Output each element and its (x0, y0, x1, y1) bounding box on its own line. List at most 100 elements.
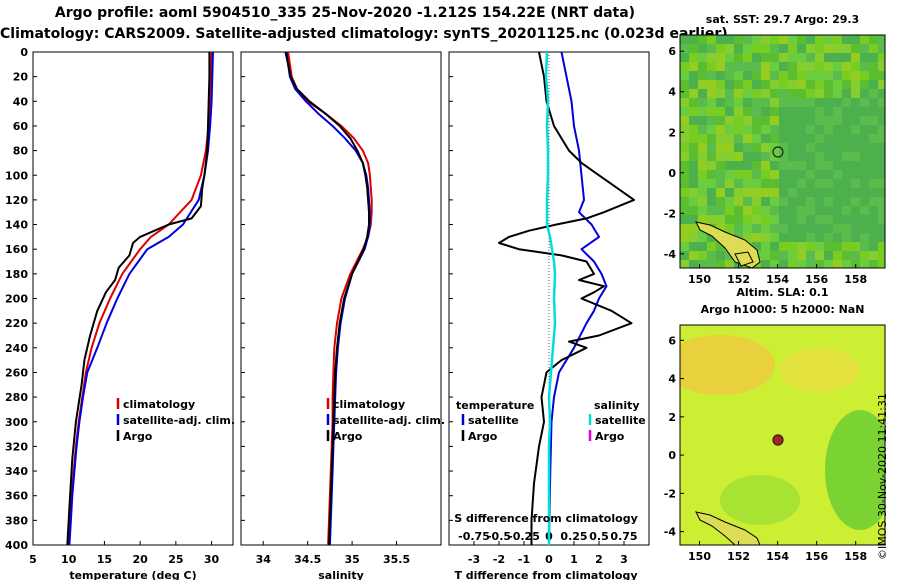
depth-tick-label: 100 (5, 169, 28, 182)
sst-cell (707, 71, 716, 80)
sla-map-title-line-2: Argo h1000: 5 h2000: NaN (700, 303, 865, 316)
sst-cell (716, 44, 725, 53)
sst-cell (815, 71, 824, 80)
sst-cell (761, 143, 770, 152)
sst-cell (869, 197, 878, 206)
sst-cell (707, 242, 716, 251)
sst-cell (689, 80, 698, 89)
sst-cell (698, 44, 707, 53)
sst-cell (824, 206, 833, 215)
sst-cell (851, 107, 860, 116)
sst-cell (779, 233, 788, 242)
depth-tick-label: 400 (5, 539, 28, 552)
sst-cell (770, 206, 779, 215)
sst-cell (851, 197, 860, 206)
sst-cell (707, 161, 716, 170)
s-difference-axis-label: S difference from climatology (454, 512, 638, 525)
sst-cell (869, 215, 878, 224)
sst-cell (734, 197, 743, 206)
sst-cell (860, 143, 869, 152)
sst-cell (707, 215, 716, 224)
sst-cell (680, 116, 689, 125)
sst-cell (851, 143, 860, 152)
sst-cell (761, 116, 770, 125)
sst-cell (770, 260, 779, 268)
sst-cell (725, 251, 734, 260)
sst-cell (752, 44, 761, 53)
sst-cell (815, 134, 824, 143)
sst-cell (788, 89, 797, 98)
sst-cell (869, 107, 878, 116)
s-diff-tick-label: -0.25 (508, 530, 540, 543)
sst-cell (797, 161, 806, 170)
sst-map-title: sat. SST: 29.7 Argo: 29.3 (705, 13, 860, 26)
sst-cell (725, 98, 734, 107)
sst-cell (788, 179, 797, 188)
sst-cell (779, 251, 788, 260)
sst-cell (680, 143, 689, 152)
sst-cell (716, 143, 725, 152)
sst-cell (743, 197, 752, 206)
sst-cell (797, 170, 806, 179)
sst-cell (770, 179, 779, 188)
sst-cell (833, 107, 842, 116)
x-tick-label: 35.5 (383, 553, 410, 566)
x-tick-label: 2 (595, 553, 603, 566)
map-lat-label: 0 (668, 449, 676, 462)
sst-cell (806, 125, 815, 134)
x-tick-label: -2 (493, 553, 505, 566)
sst-cell (842, 161, 851, 170)
sst-cell (689, 116, 698, 125)
map-lon-label: 150 (688, 550, 711, 563)
sst-cell (698, 125, 707, 134)
sst-cell (842, 179, 851, 188)
sst-cell (851, 125, 860, 134)
sst-cell (716, 116, 725, 125)
sst-cell (707, 188, 716, 197)
sst-cell (680, 152, 689, 161)
sst-cell (824, 80, 833, 89)
sst-cell (761, 134, 770, 143)
sst-cell (752, 206, 761, 215)
sst-cell (860, 233, 869, 242)
map-lat-label: 2 (668, 126, 676, 139)
depth-tick-label: 320 (5, 440, 28, 453)
sla-high-anomaly (680, 335, 775, 395)
depth-tick-label: 20 (13, 71, 29, 84)
sst-cell (797, 107, 806, 116)
sst-cell (743, 152, 752, 161)
sst-cell (752, 233, 761, 242)
sst-cell (851, 35, 860, 44)
sst-cell (716, 89, 725, 98)
sst-cell (878, 170, 885, 179)
sst-cell (815, 179, 824, 188)
sst-cell (779, 80, 788, 89)
depth-tick-label: 140 (5, 219, 28, 232)
sst-cell (761, 197, 770, 206)
sst-cell (797, 71, 806, 80)
series-line-s-satellite (544, 52, 557, 545)
sst-cell (770, 242, 779, 251)
sst-cell (743, 35, 752, 44)
sst-cell (734, 215, 743, 224)
sst-cell (833, 62, 842, 71)
sst-cell (851, 179, 860, 188)
sst-cell (734, 161, 743, 170)
sst-cell (842, 233, 851, 242)
sst-cell (815, 53, 824, 62)
sst-cell (851, 161, 860, 170)
sst-cell (860, 224, 869, 233)
sst-cell (842, 197, 851, 206)
sst-cell (824, 188, 833, 197)
sst-cell (698, 80, 707, 89)
sst-cell (851, 233, 860, 242)
sst-cell (698, 188, 707, 197)
sst-cell (824, 197, 833, 206)
map-lat-label: 6 (668, 45, 676, 58)
sst-cell (752, 89, 761, 98)
s-diff-tick-label: 0.75 (610, 530, 637, 543)
x-tick-label: 10 (61, 553, 77, 566)
sst-cell (788, 260, 797, 268)
sst-cell (788, 170, 797, 179)
sst-cell (689, 152, 698, 161)
